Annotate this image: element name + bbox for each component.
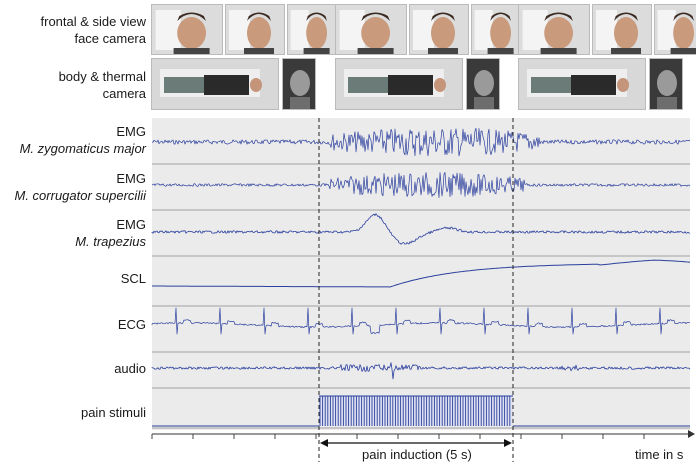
time-axis-ticks — [151, 434, 645, 439]
ecg-trace — [151, 307, 690, 335]
emg-corrugator-label: EMG M. corrugator supercilii — [0, 170, 147, 204]
thermal-photo — [649, 58, 683, 110]
emg-zygomaticus-label: EMG M. zygomaticus major — [0, 123, 146, 157]
signal-panel-background — [152, 118, 690, 430]
frontal-face-photo — [151, 4, 223, 55]
face-camera-label-line2: face camera — [74, 31, 146, 46]
thermal-photo — [466, 58, 500, 110]
audio-trace — [151, 362, 691, 380]
side-face-photo — [225, 4, 285, 55]
zygomaticus-label-text: M. zygomaticus major — [19, 141, 146, 156]
body-camera-label-line1: body & thermal — [58, 69, 146, 84]
pain-induction-label: pain induction (5 s) — [362, 447, 472, 462]
emg-trapezius-label: EMG M. trapezius — [0, 216, 146, 250]
emg-label: EMG — [116, 217, 146, 232]
pain-stimuli-trace — [152, 395, 690, 427]
side-face-photo — [287, 4, 339, 55]
signal-traces — [151, 127, 691, 380]
body-photo — [335, 58, 463, 110]
pain-induction-arrow-right — [504, 439, 512, 447]
body-photo — [151, 58, 279, 110]
corrugator-label: M. corrugator supercilii — [0, 187, 147, 204]
time-axis-label: time in s — [635, 447, 684, 462]
pain-induction-arrow-left — [320, 439, 328, 447]
emg-label: EMG — [116, 124, 146, 139]
face-camera-label: frontal & side view face camera — [0, 13, 147, 47]
corrugator-label-text: M. corrugator supercilii — [14, 188, 147, 203]
pain-induction-bracket — [320, 439, 512, 447]
frontal-face-photo — [335, 4, 407, 55]
side-face-photo — [654, 4, 696, 55]
side-face-photo — [592, 4, 652, 55]
face-camera-label-line1: frontal & side view — [40, 14, 147, 29]
audio-label: audio — [114, 361, 146, 376]
time-axis-arrowhead — [688, 430, 695, 438]
trapezius-label-text: M. trapezius — [75, 234, 146, 249]
thermal-photo — [282, 58, 316, 110]
body-photo — [518, 58, 646, 110]
frontal-face-photo — [518, 4, 590, 55]
body-camera-label-line2: camera — [102, 86, 146, 101]
scl-trace — [152, 259, 691, 288]
body-camera-label: body & thermal camera — [0, 68, 146, 102]
ecg-label: ECG — [117, 317, 146, 332]
side-face-photo — [409, 4, 469, 55]
emg-label: EMG — [116, 171, 146, 186]
pain-stimuli-label: pain stimuli — [80, 405, 146, 420]
emg-corrugator-trace — [151, 172, 691, 198]
channel-separators — [152, 163, 690, 429]
emg-trapezius-trace — [151, 213, 690, 245]
trapezius-label: M. trapezius — [0, 233, 146, 250]
zygomaticus-label: M. zygomaticus major — [0, 140, 146, 157]
scl-label: SCL — [120, 271, 146, 286]
emg-zygomaticus-trace — [151, 127, 691, 157]
side-face-photo — [471, 4, 523, 55]
time-axis — [151, 430, 695, 439]
